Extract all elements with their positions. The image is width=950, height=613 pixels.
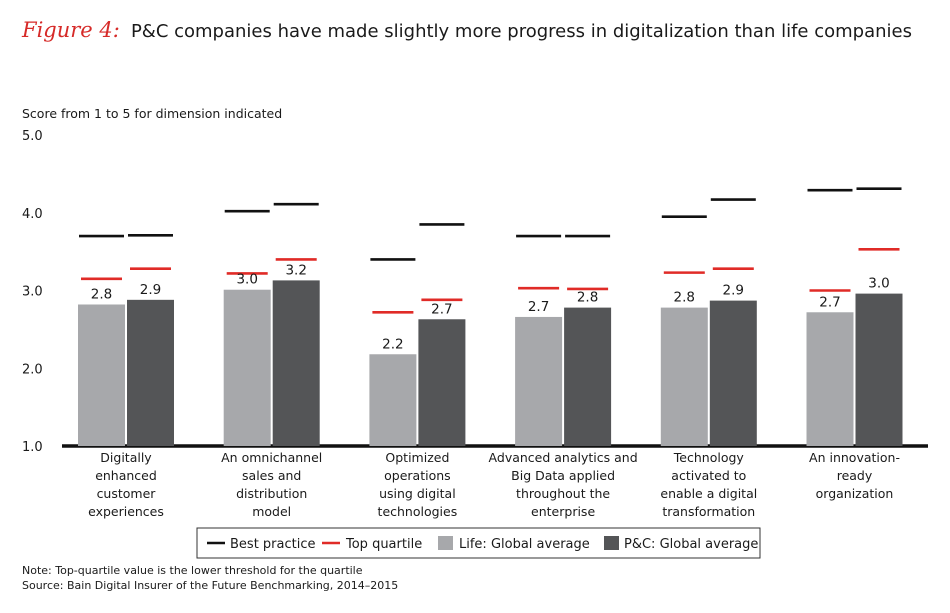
bar-life [223,289,271,446]
markers [79,187,902,314]
legend-top-quartile-label: Top quartile [345,537,422,552]
category-label: transformation [662,504,755,519]
category-label: technologies [378,504,458,519]
value-label-life: 2.8 [91,286,112,302]
category-label: Optimized [385,450,449,465]
data-labels: 2.8 2.9 3.0 3.2 2.2 2.7 2.7 2.8 2.8 2.9 2.7 3.0 [91,262,890,352]
category-label: experiences [88,504,164,519]
category-label: activated to [671,468,746,483]
category-label: enterprise [531,504,595,519]
bar-pc [709,300,757,446]
y-tick-label: 4.0 [22,207,43,222]
category-label: An omnichannel [221,450,322,465]
value-label-life: 2.7 [528,299,549,315]
category-label: An innovation- [809,450,900,465]
category-label: Technology [673,450,745,465]
category-label: throughout the [516,486,610,501]
legend-life-label: Life: Global average [459,537,590,552]
bars [78,280,903,446]
category-label: Big Data applied [511,468,615,483]
value-label-pc: 3.2 [285,262,306,278]
value-label-pc: 2.7 [431,301,452,317]
bar-pc [418,319,466,446]
category-label: model [252,504,291,519]
bar-life [78,304,125,446]
value-label-life: 3.0 [236,272,257,288]
bar-life [660,307,708,446]
y-tick-label: 1.0 [22,440,43,455]
value-label-pc: 2.8 [577,290,598,306]
value-label-life: 2.2 [382,336,403,352]
y-tick-label: 2.0 [22,362,43,377]
legend-pc-swatch [604,536,619,550]
y-tick-label: 3.0 [22,285,43,300]
legend-best-practice-label: Best practice [230,537,315,552]
footnotes: Note: Top-quartile value is the lower th… [22,563,398,593]
bar-pc [127,299,174,446]
bar-life [806,312,854,446]
bar-pc [855,293,903,446]
category-label: ready [837,468,873,483]
source-text: Source: Bain Digital Insurer of the Futu… [22,579,399,592]
y-axis-label: Score from 1 to 5 for dimension indicate… [22,106,282,121]
bar-life [369,354,417,446]
axes: Score from 1 to 5 for dimension indicate… [22,106,928,455]
value-label-pc: 2.9 [723,283,744,299]
category-label: Digitally [100,450,152,465]
category-label: enhanced [95,468,157,483]
category-label: distribution [236,486,307,501]
category-label: organization [816,486,894,501]
bar-life [515,316,563,446]
note-text: Note: Top-quartile value is the lower th… [22,564,363,577]
bar-pc [564,307,612,446]
figure-label: Figure 4: [22,18,120,42]
figure-title: Figure 4: P&C companies have made slight… [22,18,912,42]
category-label: enable a digital [660,486,757,501]
figure-title-text: P&C companies have made slightly more pr… [130,21,912,42]
category-label: operations [384,468,451,483]
legend: Best practice Top quartile Life: Global av… [196,527,761,559]
bar-pc [272,280,320,446]
category-labels: Digitally enhanced customer experiences An o… [88,450,900,519]
value-label-pc: 2.9 [140,282,161,298]
legend-frame [196,527,761,559]
category-label: Advanced analytics and [489,450,638,465]
category-label: using digital [379,486,456,501]
legend-pc-label: P&C: Global average [624,537,758,552]
value-label-life: 2.7 [819,294,840,310]
category-label: sales and [242,468,301,483]
legend-life-swatch [438,536,453,550]
value-label-pc: 3.0 [868,276,889,292]
value-label-life: 2.8 [674,290,695,306]
y-tick-label: 5.0 [22,129,43,144]
category-label: customer [97,486,157,501]
